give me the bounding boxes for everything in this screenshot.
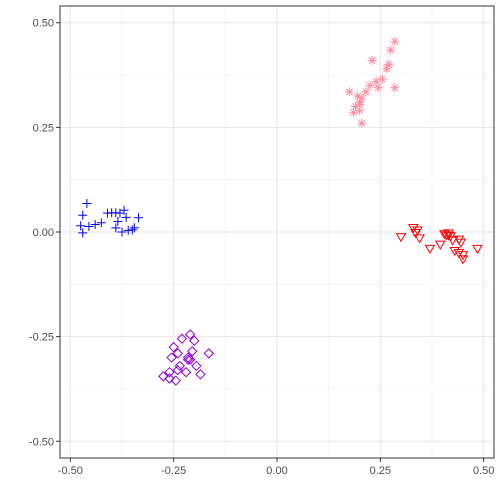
diamond-point	[168, 341, 179, 353]
x-axis: -0.50 -0.25 0.00 0.25 0.50	[58, 458, 494, 477]
asterisk-point	[344, 87, 354, 97]
triangle-point	[412, 226, 423, 236]
diamond-point	[182, 354, 194, 365]
asterisk-point	[373, 83, 383, 93]
asterisk-point	[377, 74, 387, 84]
x-tick-label: -0.25	[161, 465, 186, 477]
asterisk-point	[367, 55, 377, 65]
diamond-point	[203, 348, 215, 359]
diamond-point	[184, 329, 196, 340]
plus-point	[76, 221, 86, 231]
asterisk-point	[355, 106, 365, 116]
asterisk-point	[371, 76, 381, 86]
diamond-point	[170, 375, 181, 386]
asterisk-point	[384, 60, 394, 70]
diamond-point	[164, 373, 175, 384]
asterisk-point	[351, 101, 361, 111]
triangle-point	[434, 240, 446, 250]
asterisk-point	[348, 108, 358, 118]
asterisk-point	[357, 93, 367, 103]
triangle-point	[424, 244, 436, 255]
diamond-point	[166, 352, 177, 363]
x-tick-label: -0.50	[58, 465, 83, 477]
asterisk-point	[355, 99, 365, 109]
triangle-point	[443, 231, 454, 241]
diamond-point	[189, 335, 200, 347]
plus-point	[119, 205, 129, 215]
diamond-point	[180, 366, 192, 378]
triangle-point	[447, 236, 459, 246]
diamond-point	[184, 354, 196, 365]
x-tick-label: 0.00	[266, 465, 287, 477]
y-tick-label: 0.50	[33, 18, 54, 30]
y-tick-label: 0.00	[33, 227, 54, 239]
plus-point	[111, 223, 121, 233]
y-tick-label: -0.25	[29, 332, 54, 344]
diamond-point	[172, 348, 184, 359]
y-axis: -0.50 -0.25 0.00 0.25 0.50	[29, 18, 60, 448]
plus-point	[121, 212, 131, 222]
diamond-point	[164, 366, 175, 378]
plus-point	[111, 208, 121, 218]
plus-point	[82, 199, 92, 209]
asterisk-point	[357, 118, 367, 128]
plus-point	[113, 217, 123, 227]
plus-point	[78, 210, 88, 220]
asterisk-point	[386, 45, 396, 55]
plus-point	[134, 213, 144, 223]
asterisk-point	[390, 37, 400, 47]
asterisk-point	[353, 91, 363, 101]
diamond-point	[191, 360, 202, 372]
triangle-point	[410, 228, 421, 239]
diamond-point	[158, 371, 169, 382]
diamond-point	[172, 364, 184, 376]
triangle-point	[453, 249, 465, 259]
triangle-point	[472, 244, 483, 255]
plus-point	[84, 222, 94, 232]
triangle-point	[457, 255, 469, 265]
plus-point	[78, 228, 88, 238]
diamond-point	[176, 333, 188, 344]
triangle-point	[414, 234, 425, 244]
data-points	[76, 37, 483, 386]
x-tick-label: 0.50	[473, 465, 494, 477]
triangle-point	[408, 223, 419, 234]
diamond-point	[174, 360, 186, 372]
plus-point	[90, 219, 100, 229]
diamond-point	[195, 369, 206, 380]
plus-point	[117, 227, 127, 237]
y-tick-label: -0.50	[29, 436, 54, 448]
asterisk-point	[382, 64, 392, 74]
plus-point	[96, 218, 106, 228]
x-tick-label: 0.25	[370, 465, 391, 477]
triangle-point	[453, 235, 465, 245]
diamond-point	[187, 346, 198, 357]
asterisk-point	[390, 83, 400, 93]
y-tick-label: 0.25	[33, 122, 54, 134]
asterisk-point	[365, 81, 375, 91]
triangle-point	[395, 233, 407, 243]
plus-point	[129, 223, 139, 233]
asterisk-point	[361, 87, 371, 97]
plus-point	[127, 225, 137, 235]
triangle-point	[449, 246, 461, 257]
